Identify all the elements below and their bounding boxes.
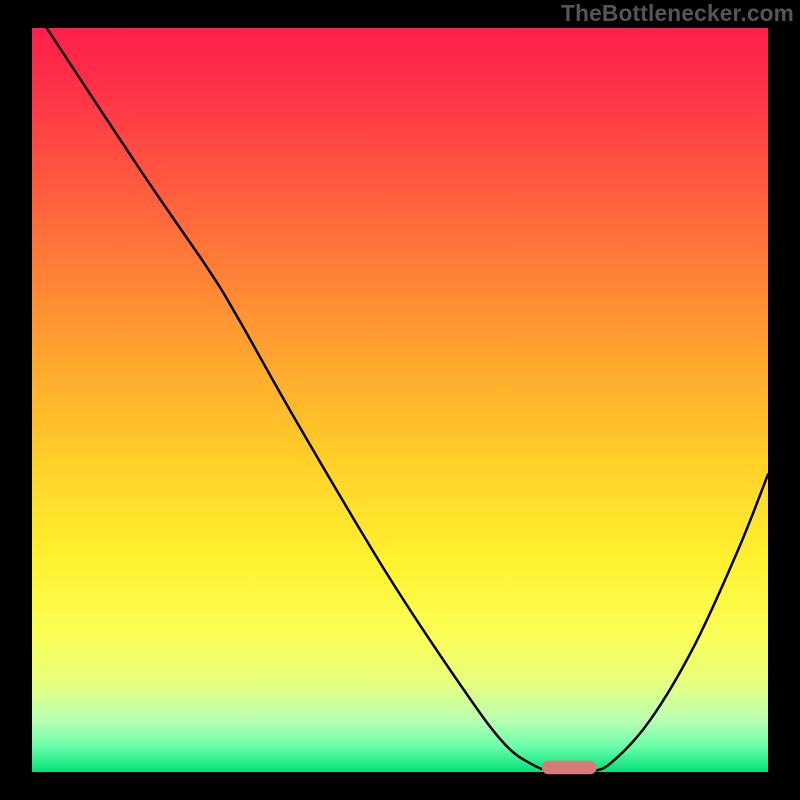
optimal-marker	[542, 761, 597, 774]
bottleneck-chart: TheBottlenecker.com	[0, 0, 800, 800]
attribution-label: TheBottlenecker.com	[561, 0, 794, 27]
gradient-background	[32, 28, 768, 772]
chart-svg	[0, 0, 800, 800]
